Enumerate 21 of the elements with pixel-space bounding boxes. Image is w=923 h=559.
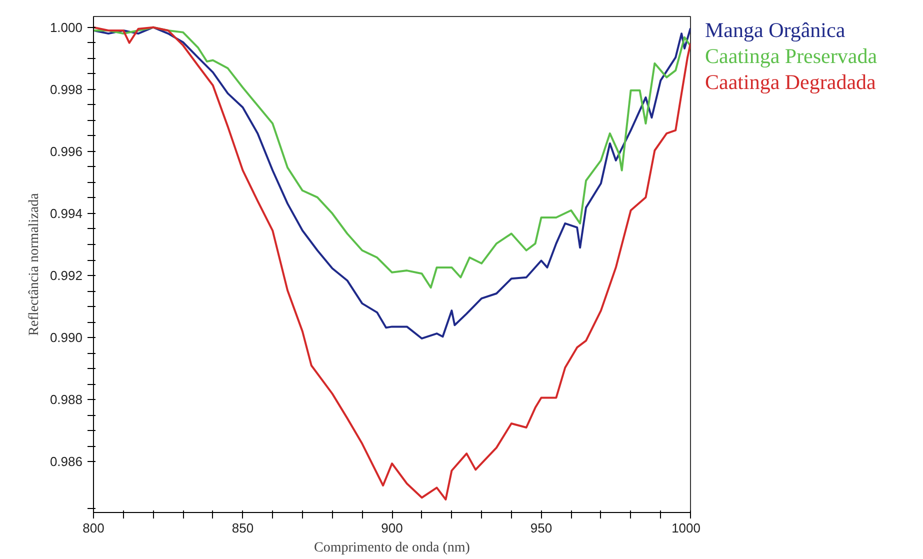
x-tick-label: 800 [82, 520, 104, 536]
series-label: Caatinga Degradada [705, 69, 877, 95]
line-series [94, 26, 690, 500]
x-tick-label: 900 [381, 520, 403, 536]
x-tick-label: 950 [530, 520, 552, 536]
y-axis-title: Reflectância normalizada [26, 192, 42, 336]
x-tick-label: 1000 [672, 520, 700, 536]
y-tick-label: 0.990 [50, 330, 83, 346]
y-tick-label: 0.986 [50, 454, 83, 470]
x-tick-label: 850 [232, 520, 254, 536]
y-tick-label: 0.994 [50, 206, 83, 221]
x-axis-title: Comprimento de onda (nm) [314, 540, 470, 556]
y-tick-label: 0.998 [50, 82, 83, 97]
y-tick-label: 1.000 [50, 20, 83, 35]
y-tick-label: 0.992 [50, 268, 83, 284]
line-series [94, 26, 690, 289]
y-tick-label: 0.996 [50, 144, 83, 159]
series-label: Manga Orgânica [705, 17, 846, 43]
y-tick-label: 0.988 [50, 392, 83, 408]
series-label: Caatinga Preservada [705, 43, 878, 69]
line-series [94, 26, 690, 340]
